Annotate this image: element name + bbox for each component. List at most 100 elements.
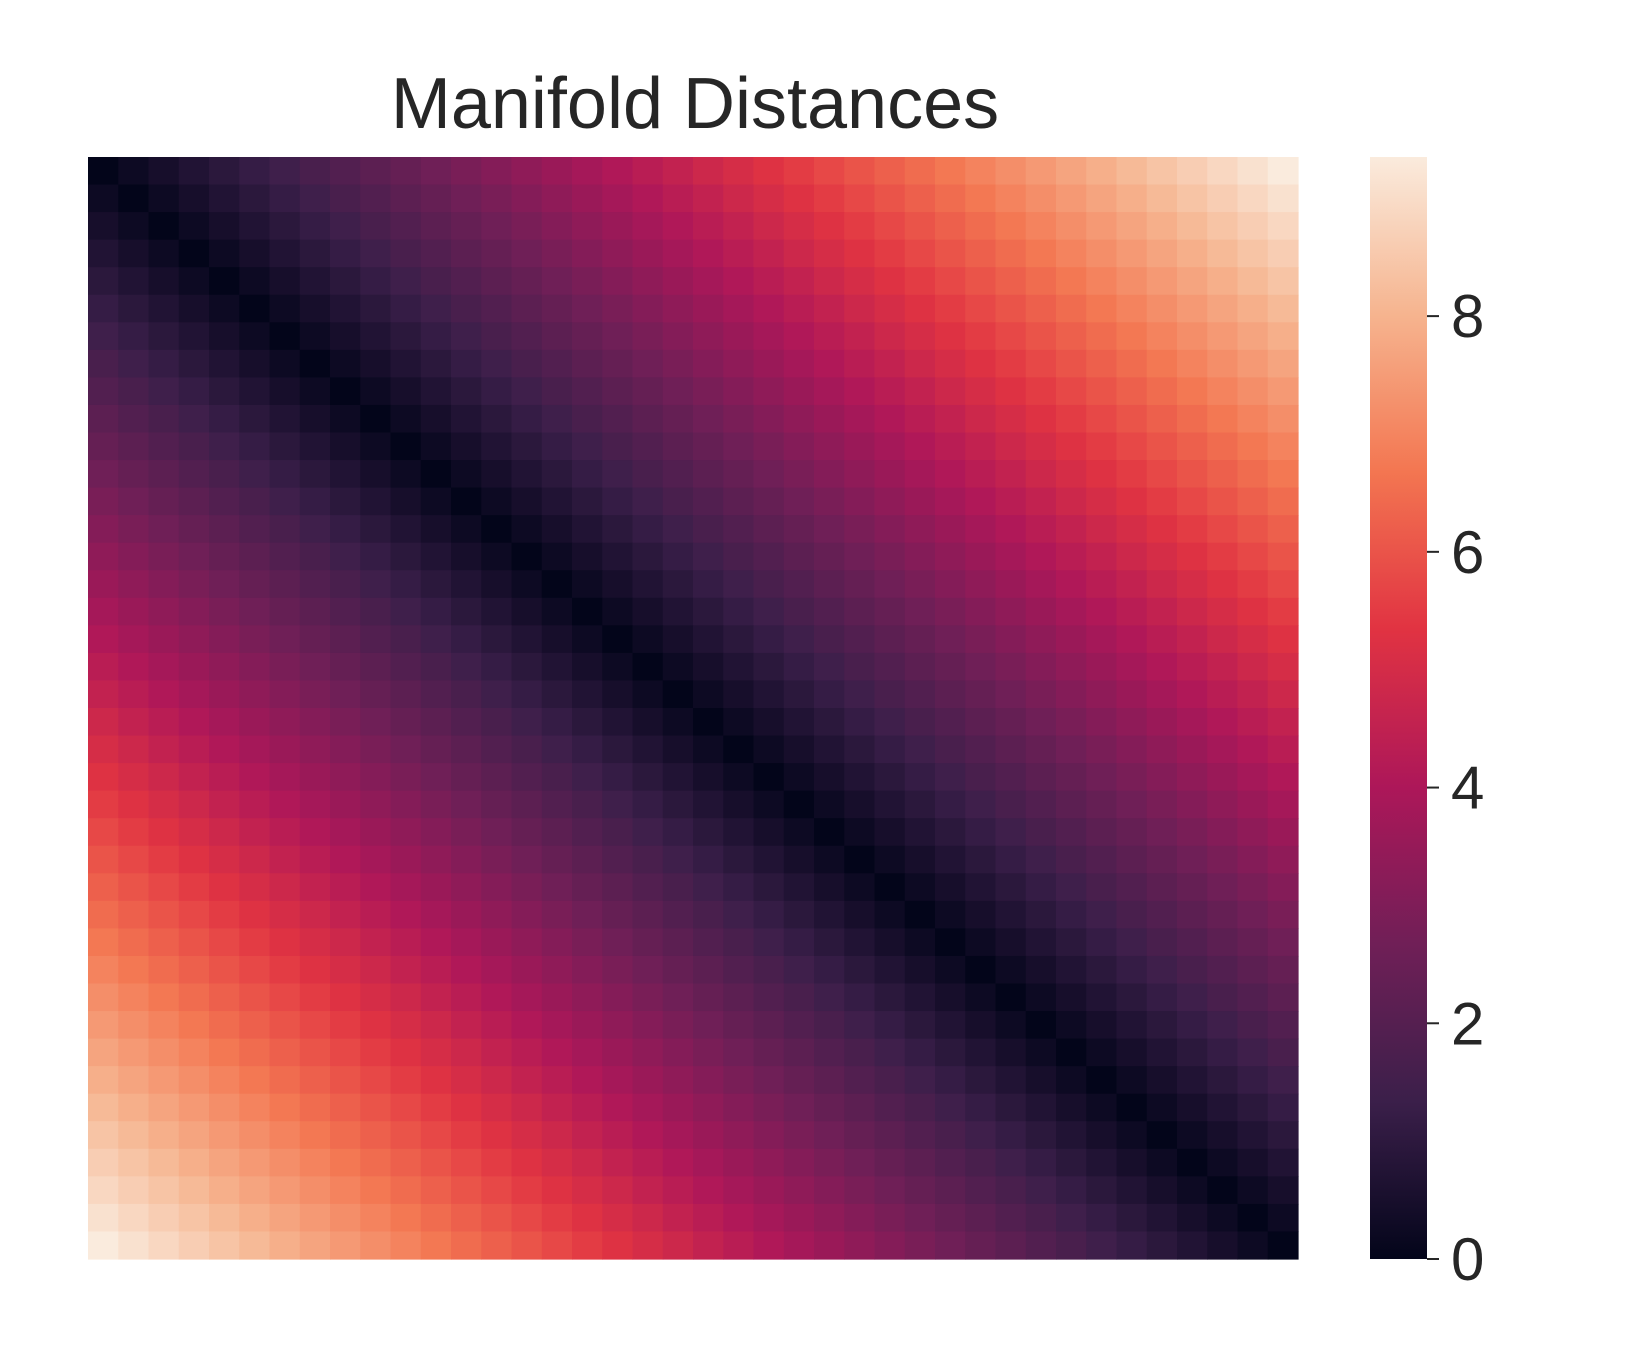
heatmap-cell [662,212,694,241]
heatmap-cell [995,1203,1027,1233]
heatmap-cell [814,763,845,792]
heatmap-cell [1237,790,1269,819]
heatmap-cell [330,1121,361,1150]
heatmap-cell [420,239,452,268]
heatmap-cell [1056,239,1087,268]
heatmap-cell [844,487,876,516]
heatmap-cell [511,1038,543,1067]
heatmap-cell [390,763,422,792]
heatmap-cell [239,735,271,764]
heatmap-cell [330,680,361,709]
heatmap-cell [1267,1011,1299,1040]
heatmap-cell [632,157,664,186]
heatmap-cell [420,1066,452,1095]
heatmap-cell [662,735,694,764]
heatmap-cell [1116,1176,1148,1205]
heatmap-cell [1086,790,1118,819]
heatmap-cell [1056,460,1087,489]
heatmap-cell [420,680,452,709]
heatmap-cell [541,542,573,571]
heatmap-cell [753,790,785,819]
heatmap-cell [1177,1066,1208,1095]
heatmap-cell [88,1203,119,1233]
heatmap-cell [178,983,210,1012]
heatmap-cell [1086,928,1118,957]
heatmap-cell [1146,763,1178,792]
heatmap-cell [632,432,664,461]
heatmap-cell [420,212,452,241]
heatmap-cell [723,294,755,323]
heatmap-cell [118,1203,150,1233]
heatmap-cell [965,184,997,213]
heatmap-cell [662,1203,694,1233]
heatmap-cell [844,735,876,764]
heatmap-cell [783,1093,815,1122]
colorbar-tick-label: 6 [1451,519,1484,586]
heatmap-cell [874,570,906,599]
heatmap-cell [632,1038,664,1067]
heatmap-cell [904,983,936,1012]
heatmap-cell [693,1093,724,1122]
heatmap-cell [753,1176,785,1205]
heatmap-cell [390,432,422,461]
heatmap-cell [1025,239,1057,268]
heatmap-cell [1237,597,1269,626]
heatmap-cell [269,212,301,241]
heatmap-cell [420,542,452,571]
heatmap-cell [1267,1203,1299,1233]
heatmap-cell [148,818,180,847]
heatmap-cell [1116,845,1148,874]
heatmap-cell [965,625,997,654]
heatmap-cell [299,487,331,516]
heatmap-cell [118,763,150,792]
heatmap-cell [511,1231,543,1260]
heatmap-cell [1086,322,1118,351]
heatmap-cell [602,349,634,378]
heatmap-cell [148,1011,180,1040]
heatmap-cell [602,1093,634,1122]
heatmap-cell [1086,212,1118,241]
heatmap-cell [965,1066,997,1095]
heatmap-cell [1086,294,1118,323]
heatmap-cell [1025,763,1057,792]
heatmap-cell [662,157,694,186]
heatmap-cell [814,1148,845,1177]
heatmap-cell [1237,570,1269,599]
heatmap-cell [693,460,724,489]
heatmap-cell [269,515,301,544]
heatmap-cell [572,184,603,213]
heatmap-cell [239,955,271,985]
heatmap-cell [118,735,150,764]
heatmap-cell [1056,763,1087,792]
heatmap-cell [904,597,936,626]
heatmap-cell [693,542,724,571]
heatmap-cell [1177,597,1208,626]
heatmap-cell [330,404,361,434]
heatmap-cell [330,542,361,571]
heatmap-cell [723,157,755,186]
heatmap-cell [511,515,543,544]
heatmap-cell [1267,404,1299,434]
heatmap-cell [935,735,966,764]
heatmap-cell [178,680,210,709]
heatmap-cell [178,1231,210,1260]
heatmap-cell [1025,1038,1057,1067]
heatmap-cell [1267,597,1299,626]
heatmap-cell [299,239,331,268]
heatmap-cell [844,349,876,378]
heatmap-cell [1056,818,1087,847]
heatmap-cell [1177,818,1208,847]
heatmap-cell [420,955,452,985]
heatmap-cell [209,239,240,268]
heatmap-cell [1207,349,1239,378]
heatmap-cell [935,955,966,985]
heatmap-cell [1116,212,1148,241]
heatmap-cell [1086,763,1118,792]
heatmap-cell [1025,322,1057,351]
heatmap-cell [239,239,271,268]
heatmap-cell [1267,377,1299,406]
heatmap-cell [1177,542,1208,571]
heatmap-cell [299,570,331,599]
heatmap-cell [874,1093,906,1122]
heatmap-cell [239,708,271,737]
